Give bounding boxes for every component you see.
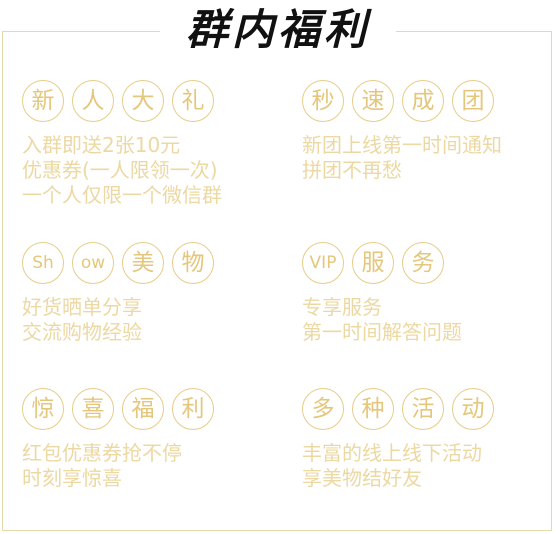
circle-char: 务 <box>402 242 444 284</box>
description-line: 一个人仅限一个微信群 <box>22 183 222 207</box>
benefit-description: 专享服务 第一时间解答问题 <box>302 295 556 345</box>
circle-char: 动 <box>452 388 494 430</box>
description-line: 丰富的线上线下活动 <box>302 441 482 465</box>
benefit-description: 红包优惠券抢不停 时刻享惊喜 <box>22 441 292 491</box>
description-line: 红包优惠券抢不停 <box>22 441 182 465</box>
benefit-activities: 多 种 活 动 丰富的线上线下活动 享美物结好友 <box>302 388 556 491</box>
benefit-show-items: Sh ow 美 物 好货晒单分享 交流购物经验 <box>22 242 292 345</box>
benefit-description: 入群即送2张10元 优惠券(一人限领一次) 一个人仅限一个微信群 <box>22 133 292 208</box>
circle-char: 物 <box>172 242 214 284</box>
circle-char: VIP <box>302 242 344 284</box>
circle-char: 惊 <box>22 388 64 430</box>
description-line: 交流购物经验 <box>22 320 142 344</box>
circle-char: 速 <box>352 80 394 122</box>
circle-char: 种 <box>352 388 394 430</box>
benefit-description: 新团上线第一时间通知 拼团不再愁 <box>302 133 556 183</box>
circle-char: 新 <box>22 80 64 122</box>
description-line: 第一时间解答问题 <box>302 320 462 344</box>
circle-char: 活 <box>402 388 444 430</box>
benefit-surprise: 惊 喜 福 利 红包优惠券抢不停 时刻享惊喜 <box>22 388 292 491</box>
circle-char: 喜 <box>72 388 114 430</box>
circle-char: 礼 <box>172 80 214 122</box>
description-line: 入群即送2张10元 <box>22 133 181 157</box>
description-line: 好货晒单分享 <box>22 295 142 319</box>
circle-char: 大 <box>122 80 164 122</box>
benefit-description: 丰富的线上线下活动 享美物结好友 <box>302 441 556 491</box>
circle-char: Sh <box>22 242 64 284</box>
circle-char: 美 <box>122 242 164 284</box>
circle-char: ow <box>72 242 114 284</box>
circle-char: 成 <box>402 80 444 122</box>
benefit-new-member: 新 人 大 礼 入群即送2张10元 优惠券(一人限领一次) 一个人仅限一个微信群 <box>22 80 292 208</box>
description-line: 专享服务 <box>302 295 382 319</box>
circle-char: 服 <box>352 242 394 284</box>
circle-char: 秒 <box>302 80 344 122</box>
circle-char: 福 <box>122 388 164 430</box>
circle-char: 团 <box>452 80 494 122</box>
description-line: 时刻享惊喜 <box>22 466 122 490</box>
circle-char: 利 <box>172 388 214 430</box>
benefit-fast-group: 秒 速 成 团 新团上线第一时间通知 拼团不再愁 <box>302 80 556 183</box>
description-line: 拼团不再愁 <box>302 158 402 182</box>
circle-char: 多 <box>302 388 344 430</box>
description-line: 享美物结好友 <box>302 466 422 490</box>
page-title: 群内福利 <box>160 2 396 58</box>
benefit-vip-service: VIP 服 务 专享服务 第一时间解答问题 <box>302 242 556 345</box>
benefit-description: 好货晒单分享 交流购物经验 <box>22 295 292 345</box>
circle-char: 人 <box>72 80 114 122</box>
description-line: 新团上线第一时间通知 <box>302 133 502 157</box>
description-line: 优惠券(一人限领一次) <box>22 158 218 182</box>
